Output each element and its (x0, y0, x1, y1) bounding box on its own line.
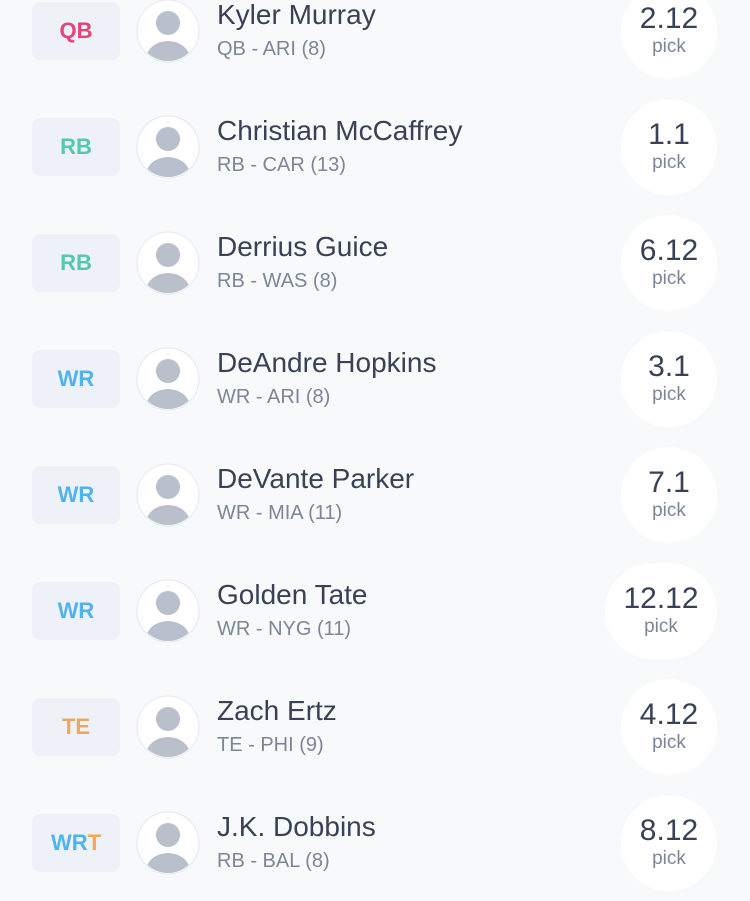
player-row: RB Derrius Guice RB - WAS (8) 6.12 pick (0, 205, 750, 321)
pick-circle: 12.12 pick (605, 563, 717, 659)
avatar (136, 579, 200, 643)
player-name: Kyler Murray (217, 0, 376, 30)
player-row: WR DeAndre Hopkins WR - ARI (8) 3.1 pick (0, 321, 750, 437)
player-row: WR DeVante Parker WR - MIA (11) 7.1 pick (0, 437, 750, 553)
player-name: Derrius Guice (217, 231, 389, 262)
player-detail: QB - ARI (8) (217, 38, 326, 60)
pick-circle: 6.12 pick (621, 215, 717, 311)
pick-number: 8.12 (639, 814, 699, 847)
badge-text: WR (57, 482, 95, 507)
position-badge: WR (32, 582, 120, 640)
player-row: WR Golden Tate WR - NYG (11) 12.12 pick (0, 553, 750, 669)
avatar (136, 695, 200, 759)
avatar-icon (136, 115, 200, 179)
pick-circle: 7.1 pick (621, 447, 717, 543)
pick-circle: 1.1 pick (621, 99, 717, 195)
avatar (136, 463, 200, 527)
avatar (136, 115, 200, 179)
avatar-icon (136, 347, 200, 411)
player-name: Christian McCaffrey (217, 115, 463, 146)
avatar-icon (136, 695, 200, 759)
page: QB Kyler Murray QB - ARI (8) 2.12 pick RB Chri… (0, 0, 750, 875)
pick-circle: 3.1 pick (621, 331, 717, 427)
avatar-icon (136, 231, 200, 295)
pick-label: pick (652, 384, 686, 405)
position-badge: TE (32, 698, 120, 756)
pick-label: pick (652, 732, 686, 753)
avatar-icon (136, 0, 200, 63)
player-row: WR T J.K. Dobbins RB - BAL (8) 8.12 pick (0, 785, 750, 901)
avatar (136, 811, 200, 875)
pick-number: 12.12 (623, 582, 699, 615)
badge-text: WR (57, 366, 95, 391)
position-badge: WR T (32, 814, 120, 872)
position-badge: WR (32, 350, 120, 408)
badge-text: RB (60, 250, 92, 275)
badge-text: RB (60, 134, 92, 159)
badge-text: T (87, 830, 102, 855)
avatar (136, 231, 200, 295)
pick-label: pick (652, 36, 686, 57)
pick-label: pick (652, 268, 686, 289)
player-detail: WR - ARI (8) (217, 386, 331, 408)
badge-text: QB (59, 18, 93, 43)
badge-text: WR (57, 598, 95, 623)
player-detail: RB - CAR (13) (217, 154, 346, 176)
player-row: QB Kyler Murray QB - ARI (8) 2.12 pick (0, 0, 750, 89)
badge-text: TE (61, 714, 91, 739)
player-name: Golden Tate (217, 579, 368, 610)
player-row: RB Christian McCaffrey RB - CAR (13) 1.1 pic… (0, 89, 750, 205)
pick-number: 4.12 (639, 698, 699, 731)
pick-circle: 8.12 pick (621, 795, 717, 891)
pick-circle: 2.12 pick (621, 0, 717, 79)
player-name: DeAndre Hopkins (217, 347, 437, 378)
pick-label: pick (652, 848, 686, 869)
badge-text: WR (50, 830, 88, 855)
position-badge: WR (32, 466, 120, 524)
position-badge: RB (32, 118, 120, 176)
position-badge: RB (32, 234, 120, 292)
pick-number: 3.1 (648, 350, 690, 383)
player-name: DeVante Parker (217, 463, 415, 494)
player-name: Zach Ertz (217, 695, 337, 726)
pick-number: 7.1 (648, 466, 690, 499)
avatar (136, 347, 200, 411)
player-detail: RB - BAL (8) (217, 850, 330, 872)
pick-number: 1.1 (648, 118, 690, 151)
pick-number: 6.12 (639, 234, 699, 267)
pick-circle: 4.12 pick (621, 679, 717, 775)
player-detail: TE - PHI (9) (217, 734, 324, 756)
avatar-icon (136, 579, 200, 643)
pick-number: 2.12 (639, 2, 699, 35)
pick-label: pick (652, 152, 686, 173)
avatar (136, 0, 200, 63)
pick-label: pick (644, 616, 678, 637)
player-detail: WR - MIA (11) (217, 502, 343, 524)
position-badge: QB (32, 2, 120, 60)
player-row: TE Zach Ertz TE - PHI (9) 4.12 pick (0, 669, 750, 785)
avatar-icon (136, 463, 200, 527)
player-detail: WR - NYG (11) (217, 618, 352, 640)
player-name: J.K. Dobbins (217, 811, 376, 842)
player-detail: RB - WAS (8) (217, 270, 338, 292)
avatar-icon (136, 811, 200, 875)
pick-label: pick (652, 500, 686, 521)
